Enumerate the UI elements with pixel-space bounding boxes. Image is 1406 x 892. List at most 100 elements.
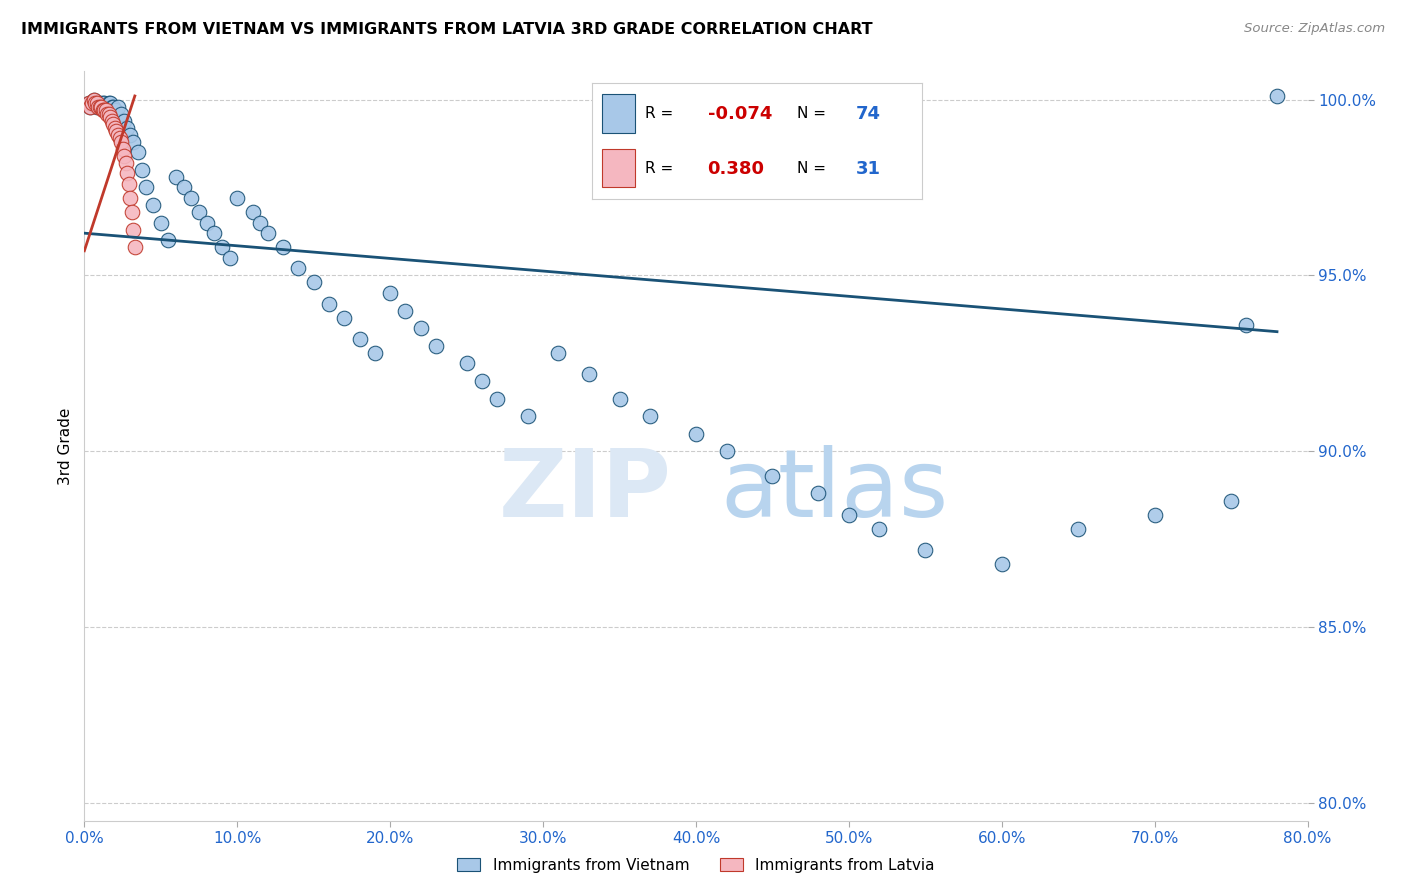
Point <box>89 95 111 110</box>
Point <box>1067 522 1090 536</box>
Text: IMMIGRANTS FROM VIETNAM VS IMMIGRANTS FROM LATVIA 3RD GRADE CORRELATION CHART: IMMIGRANTS FROM VIETNAM VS IMMIGRANTS FR… <box>21 22 873 37</box>
Point <box>991 557 1014 571</box>
Point <box>249 216 271 230</box>
Point <box>97 95 120 110</box>
Point <box>409 321 432 335</box>
Point <box>838 508 860 522</box>
Point <box>165 169 187 184</box>
Point <box>96 99 118 113</box>
Point <box>110 106 132 120</box>
Point <box>107 128 129 142</box>
Point <box>1236 318 1258 332</box>
Point <box>120 128 142 142</box>
Point <box>180 191 202 205</box>
Point <box>761 469 783 483</box>
Point <box>120 191 142 205</box>
Point <box>121 205 143 219</box>
Point <box>486 392 509 406</box>
Point <box>135 180 157 194</box>
Point <box>103 99 125 113</box>
Point <box>87 99 110 113</box>
Point <box>104 120 127 135</box>
Text: Source: ZipAtlas.com: Source: ZipAtlas.com <box>1244 22 1385 36</box>
Point <box>112 149 135 163</box>
Point <box>609 392 631 406</box>
Point <box>114 156 136 170</box>
Point <box>157 233 180 247</box>
Point <box>716 444 738 458</box>
Point <box>104 103 127 117</box>
Point <box>90 99 112 113</box>
Point <box>80 95 103 110</box>
Point <box>77 95 100 110</box>
Point <box>79 99 101 113</box>
Point <box>84 95 107 110</box>
Point <box>115 166 138 180</box>
Point <box>202 226 225 240</box>
Point <box>93 103 115 117</box>
Point <box>425 339 447 353</box>
Point <box>380 285 402 300</box>
Point <box>456 356 478 370</box>
Point <box>218 251 240 265</box>
Point <box>101 99 124 113</box>
Point <box>302 276 325 290</box>
Point <box>91 103 114 117</box>
Point <box>89 99 111 113</box>
Point <box>93 95 115 110</box>
Point <box>79 99 101 113</box>
Point <box>271 240 294 254</box>
Point <box>131 162 153 177</box>
Point <box>349 332 371 346</box>
Legend: Immigrants from Vietnam, Immigrants from Latvia: Immigrants from Vietnam, Immigrants from… <box>450 850 942 880</box>
Point <box>333 310 356 325</box>
Point <box>101 113 124 128</box>
Point <box>242 205 264 219</box>
Point <box>127 145 149 160</box>
Point <box>173 180 195 194</box>
Point <box>98 95 121 110</box>
Point <box>914 542 936 557</box>
Point <box>96 106 118 120</box>
Point <box>195 216 218 230</box>
Point <box>149 216 172 230</box>
Point <box>111 142 134 156</box>
Point <box>97 106 120 120</box>
Point <box>115 120 138 135</box>
Point <box>122 222 145 236</box>
Point <box>80 95 103 110</box>
Y-axis label: 3rd Grade: 3rd Grade <box>58 408 73 484</box>
Point <box>1265 89 1288 103</box>
Point <box>516 409 538 423</box>
Point <box>257 226 280 240</box>
Point <box>110 135 132 149</box>
Point <box>87 95 110 110</box>
Point <box>91 95 114 110</box>
Point <box>807 486 830 500</box>
Point <box>471 374 494 388</box>
Point <box>142 198 165 212</box>
Point <box>394 303 416 318</box>
Point <box>103 117 125 131</box>
Point <box>578 367 600 381</box>
Point <box>364 345 387 359</box>
Point <box>77 95 100 110</box>
Point <box>638 409 661 423</box>
Point <box>90 99 112 113</box>
Point <box>124 240 146 254</box>
Point <box>122 135 145 149</box>
Point <box>107 99 129 113</box>
Text: atlas: atlas <box>720 445 949 537</box>
Point <box>98 110 121 124</box>
Point <box>685 426 707 441</box>
Point <box>108 131 131 145</box>
Point <box>226 191 249 205</box>
Point <box>211 240 233 254</box>
Point <box>105 124 128 138</box>
Point <box>1143 508 1166 522</box>
Point <box>547 345 569 359</box>
Point <box>188 205 211 219</box>
Point <box>83 93 105 107</box>
Point <box>287 261 309 276</box>
Text: ZIP: ZIP <box>499 445 672 537</box>
